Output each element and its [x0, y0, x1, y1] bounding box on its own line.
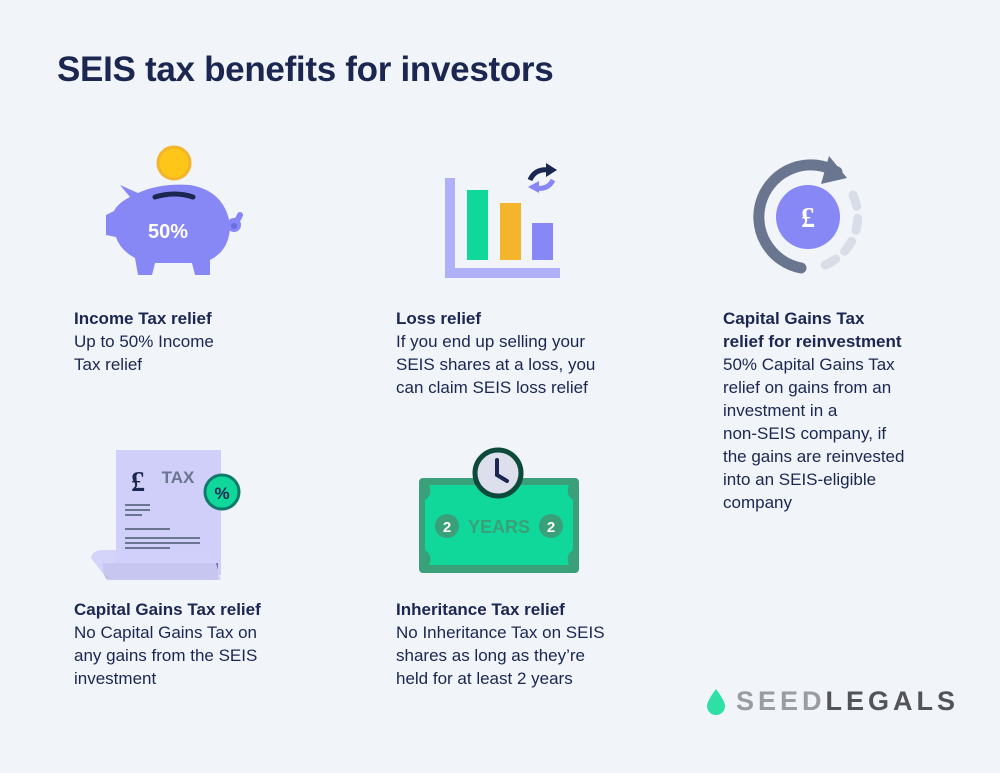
- benefit-heading: Inheritance Tax relief: [396, 600, 565, 619]
- benefit-description-line: non-SEIS company, if: [723, 424, 887, 443]
- benefit-loss-relief: Loss relief If you end up selling your S…: [396, 307, 595, 399]
- benefit-description-line: company: [723, 493, 792, 512]
- droplet-icon: [707, 688, 725, 715]
- benefit-inheritance-tax-relief: Inheritance Tax relief No Inheritance Ta…: [396, 598, 605, 690]
- benefit-description-line: investment in a: [723, 401, 838, 420]
- benefit-description-line: investment: [74, 669, 157, 688]
- piggy-bank-label: 50%: [148, 221, 188, 243]
- bar-chart-icon: [445, 163, 560, 278]
- benefit-description-line: 50% Capital Gains Tax: [723, 355, 895, 374]
- logo-legals: LEGALS: [825, 686, 960, 716]
- banknote-years-label: YEARS: [468, 517, 530, 537]
- benefit-cgt-reinvestment-relief: Capital Gains Tax relief for reinvestmen…: [723, 307, 904, 514]
- benefit-description-line: relief on gains from an: [723, 378, 892, 397]
- document-tax-label: TAX: [162, 468, 195, 487]
- banknote-clock-icon: 2 2 YEARS: [419, 447, 579, 573]
- benefit-description-line: SEIS shares at a loss, you: [396, 355, 596, 374]
- document-pound-symbol: £: [131, 467, 145, 498]
- logo-seed: SEED: [736, 686, 826, 716]
- benefit-description-line: shares as long as they’re: [396, 646, 585, 665]
- benefit-heading: Capital Gains Tax: [723, 309, 865, 328]
- benefit-description-line: can claim SEIS loss relief: [396, 378, 588, 397]
- banknote-number-left: 2: [443, 519, 451, 536]
- percent-badge-label: %: [214, 484, 229, 503]
- benefit-heading: relief for reinvestment: [723, 332, 902, 351]
- benefit-description-line: into an SEIS-eligible: [723, 470, 877, 489]
- benefit-description-line: No Capital Gains Tax on: [74, 623, 258, 642]
- benefit-heading: Loss relief: [396, 309, 482, 328]
- benefit-heading: Capital Gains Tax relief: [74, 600, 261, 619]
- benefit-cgt-relief: Capital Gains Tax relief No Capital Gain…: [74, 598, 261, 690]
- benefit-description-line: Tax relief: [74, 355, 143, 374]
- banknote-number-right: 2: [547, 519, 555, 536]
- tax-document-icon: £ TAX %: [91, 450, 241, 580]
- benefit-description-line: the gains are reinvested: [723, 447, 905, 466]
- piggy-bank-icon: 50%: [106, 145, 243, 275]
- page-title: SEIS tax benefits for investors: [57, 50, 554, 89]
- benefit-description-line: held for at least 2 years: [396, 669, 573, 688]
- benefit-description-line: If you end up selling your: [396, 332, 586, 351]
- benefit-heading: Income Tax relief: [74, 309, 212, 328]
- logo-wordmark: SEEDLEGALS: [736, 686, 959, 717]
- benefit-description-line: Up to 50% Income: [74, 332, 214, 351]
- percent-badge: [203, 473, 241, 511]
- refresh-arrows-icon: [527, 163, 557, 193]
- pound-symbol: £: [801, 203, 815, 234]
- coin-icon: [156, 145, 192, 181]
- benefit-description-line: any gains from the SEIS: [74, 646, 258, 665]
- benefit-description-line: No Inheritance Tax on SEIS: [396, 623, 605, 642]
- seedlegals-logo: SEEDLEGALS: [706, 686, 959, 717]
- pound-cycle-icon: £: [753, 156, 863, 274]
- clock-icon: [472, 447, 524, 499]
- benefit-income-tax-relief: Income Tax relief Up to 50% Income Tax r…: [74, 307, 214, 376]
